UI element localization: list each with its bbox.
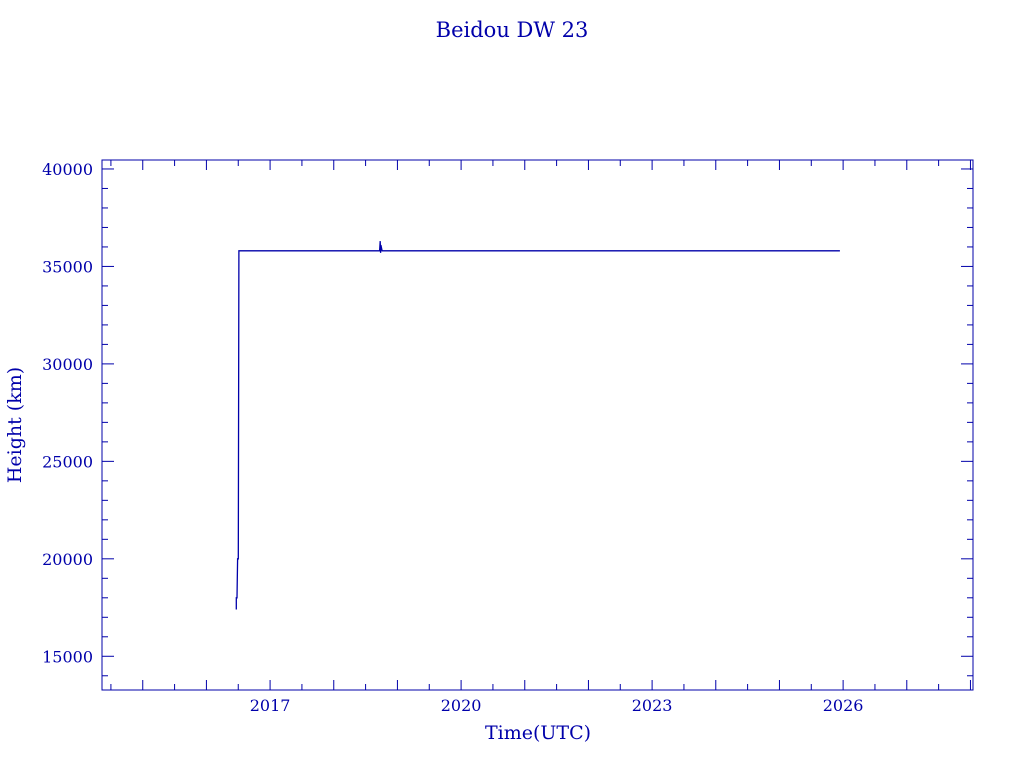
- x-tick-label: 2023: [632, 696, 673, 715]
- y-tick-label: 40000: [42, 160, 93, 179]
- x-tick-label: 2020: [441, 696, 482, 715]
- y-tick-label: 35000: [42, 257, 93, 276]
- y-tick-label: 20000: [42, 550, 93, 569]
- chart-title: Beidou DW 23: [436, 18, 589, 42]
- x-tick-label: 2026: [823, 696, 864, 715]
- x-tick-label: 2017: [250, 696, 291, 715]
- x-axis-label: Time(UTC): [485, 722, 591, 744]
- plot-frame: [101, 159, 974, 691]
- y-axis-label: Height (km): [4, 367, 26, 483]
- y-tick-label: 30000: [42, 355, 93, 374]
- height-series-line: [235, 241, 840, 610]
- y-tick-label: 25000: [42, 452, 93, 471]
- y-tick-label: 15000: [42, 647, 93, 666]
